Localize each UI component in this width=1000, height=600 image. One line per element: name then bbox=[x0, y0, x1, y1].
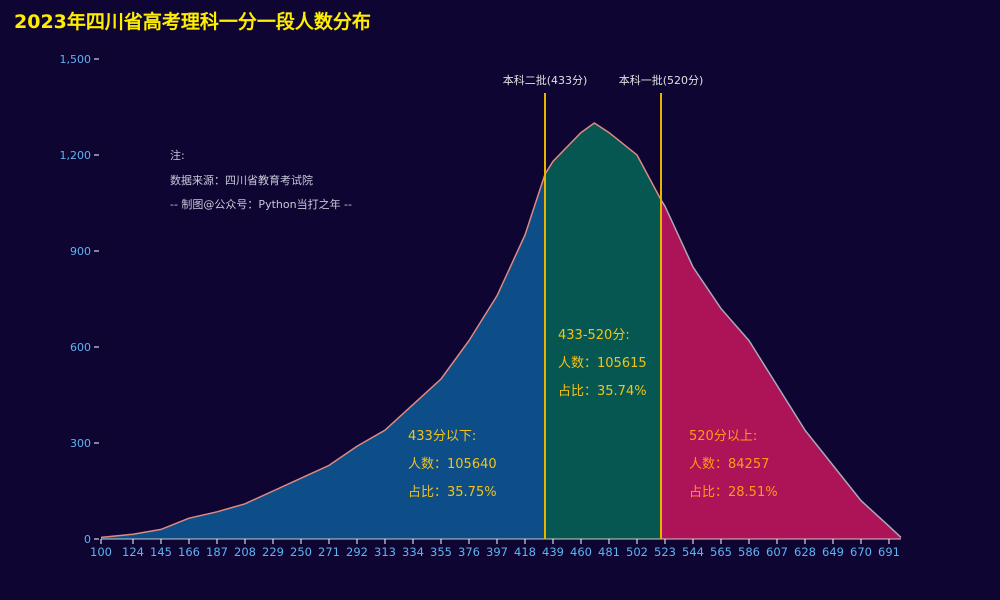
annotation-count: 人数：105640 bbox=[408, 457, 497, 472]
annotation-count: 人数：105615 bbox=[558, 356, 647, 371]
x-tick-label: 313 bbox=[374, 545, 396, 559]
chart-title: 2023年四川省高考理科一分一段人数分布 bbox=[14, 11, 371, 33]
note-heading: 注: bbox=[170, 149, 185, 162]
y-tick-label: 1,200 bbox=[60, 149, 92, 162]
y-tick-label: 0 bbox=[84, 533, 91, 546]
annotation-ratio: 占比：28.51% bbox=[689, 485, 778, 500]
x-tick-label: 607 bbox=[766, 545, 788, 559]
series-line-2 bbox=[660, 199, 902, 538]
x-tick-label: 565 bbox=[710, 545, 732, 559]
x-tick-label: 208 bbox=[234, 545, 256, 559]
mark-line-label: 本科二批(433分) bbox=[503, 73, 588, 87]
y-tick-label: 1,500 bbox=[60, 53, 92, 66]
series-line-0 bbox=[100, 173, 546, 539]
x-tick-label: 250 bbox=[290, 545, 312, 559]
note-credit: -- 制图@公众号：Python当打之年 -- bbox=[170, 198, 352, 211]
annotation-title: 520分以上: bbox=[689, 429, 758, 444]
x-tick-label: 649 bbox=[822, 545, 844, 559]
y-tick-label: 900 bbox=[70, 245, 91, 258]
area-region-0 bbox=[101, 174, 545, 539]
x-tick-label: 439 bbox=[542, 545, 564, 559]
annotation-433-520: 433-520分: 人数：105615 占比：35.74% bbox=[558, 322, 647, 406]
x-tick-label: 145 bbox=[150, 545, 172, 559]
annotation-count: 人数：84257 bbox=[689, 457, 770, 472]
annotation-below-433: 433分以下: 人数：105640 占比：35.75% bbox=[408, 423, 497, 507]
series-line-1 bbox=[544, 122, 662, 201]
y-tick-label: 600 bbox=[70, 341, 91, 354]
x-tick-label: 523 bbox=[654, 545, 676, 559]
x-tick-label: 187 bbox=[206, 545, 228, 559]
annotation-ratio: 占比：35.74% bbox=[558, 384, 647, 399]
x-tick-label: 334 bbox=[402, 545, 424, 559]
mark-line-label: 本科一批(520分) bbox=[619, 73, 704, 87]
x-tick-label: 229 bbox=[262, 545, 284, 559]
x-tick-label: 481 bbox=[598, 545, 620, 559]
annotation-ratio: 占比：35.75% bbox=[408, 485, 497, 500]
area-region-1 bbox=[545, 123, 661, 539]
annotation-title: 433-520分: bbox=[558, 328, 630, 343]
x-tick-label: 124 bbox=[122, 545, 144, 559]
x-tick-label: 166 bbox=[178, 545, 200, 559]
x-tick-label: 460 bbox=[570, 545, 592, 559]
x-tick-label: 376 bbox=[458, 545, 480, 559]
note-source: 数据来源：四川省教育考试院 bbox=[170, 174, 313, 187]
x-tick-label: 544 bbox=[682, 545, 704, 559]
x-tick-label: 355 bbox=[430, 545, 452, 559]
area-region-2 bbox=[661, 199, 901, 540]
x-tick-label: 397 bbox=[486, 545, 508, 559]
x-tick-label: 271 bbox=[318, 545, 340, 559]
annotation-title: 433分以下: bbox=[408, 429, 477, 444]
y-tick-label: 300 bbox=[70, 437, 91, 450]
x-tick-label: 586 bbox=[738, 545, 760, 559]
x-tick-label: 628 bbox=[794, 545, 816, 559]
x-tick-label: 100 bbox=[90, 545, 112, 559]
x-tick-label: 670 bbox=[850, 545, 872, 559]
x-tick-label: 418 bbox=[514, 545, 536, 559]
x-tick-label: 292 bbox=[346, 545, 368, 559]
x-tick-label: 502 bbox=[626, 545, 648, 559]
x-tick-label: 691 bbox=[878, 545, 900, 559]
annotation-above-520: 520分以上: 人数：84257 占比：28.51% bbox=[689, 423, 778, 507]
